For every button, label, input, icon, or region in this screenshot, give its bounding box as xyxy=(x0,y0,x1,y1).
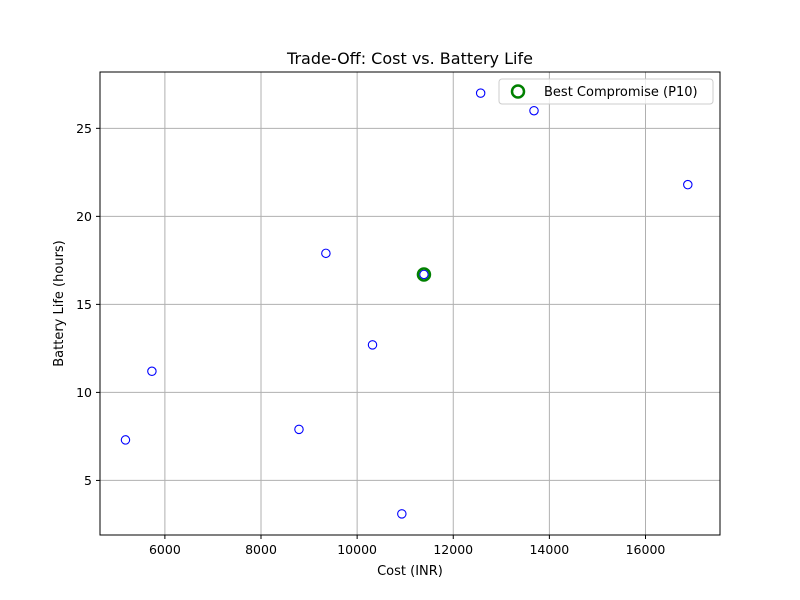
x-tick-label: 8000 xyxy=(245,542,277,557)
y-tick-label: 10 xyxy=(76,385,92,400)
legend: Best Compromise (P10) xyxy=(498,78,714,105)
data-point xyxy=(419,269,429,280)
plot-frame xyxy=(99,71,721,536)
y-tick-label: 15 xyxy=(76,297,92,312)
data-point xyxy=(367,340,378,350)
data-points xyxy=(120,88,693,519)
x-tick-label: 16000 xyxy=(626,542,666,557)
data-point xyxy=(475,88,486,98)
data-point xyxy=(397,509,407,519)
chart-title: Trade-Off: Cost vs. Battery Life xyxy=(286,49,533,68)
y-tick-label: 5 xyxy=(84,473,92,488)
x-tick-label: 10000 xyxy=(337,542,377,557)
y-tick-label: 25 xyxy=(76,121,92,136)
grid-lines xyxy=(100,72,720,535)
data-point xyxy=(529,105,539,116)
y-tick-label: 20 xyxy=(76,209,92,224)
legend-marker-icon xyxy=(510,84,526,99)
x-tick-label: 6000 xyxy=(149,542,181,557)
x-axis-label: Cost (INR) xyxy=(377,564,443,579)
x-tick-label: 14000 xyxy=(529,542,569,557)
data-point xyxy=(294,424,304,435)
legend-label: Best Compromise (P10) xyxy=(544,85,698,100)
data-point xyxy=(147,366,157,377)
y-axis-ticks: 5 10 15 20 25 xyxy=(76,121,100,488)
x-axis-ticks: 6000 8000 10000 12000 14000 16000 xyxy=(149,535,665,557)
data-point xyxy=(683,179,693,190)
data-point xyxy=(321,248,331,259)
x-tick-label: 12000 xyxy=(433,542,473,557)
highlight-point xyxy=(416,267,432,282)
y-axis-label: Battery Life (hours) xyxy=(52,240,67,367)
highlight-group xyxy=(416,267,432,282)
legend-box xyxy=(498,78,714,105)
data-point xyxy=(120,435,131,445)
